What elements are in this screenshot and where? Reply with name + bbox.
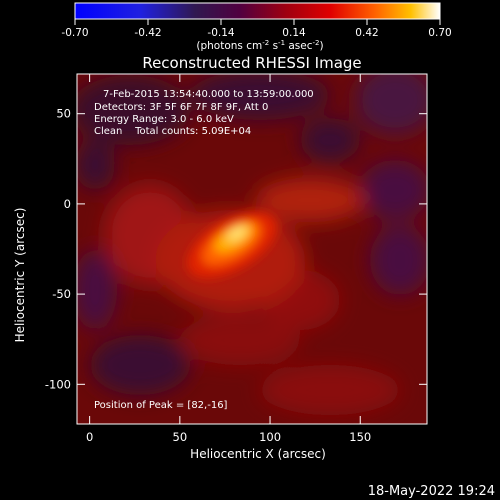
- colorbar-tick-label: 0.14: [282, 27, 306, 39]
- x-tick-label: 50: [173, 430, 188, 444]
- colorbar-tick-label: 0.42: [355, 27, 378, 39]
- info-line-energy: Energy Range: 3.0 - 6.0 keV: [94, 114, 234, 125]
- info-line-time: 7-Feb-2015 13:54:40.000 to 13:59:00.000: [103, 89, 314, 100]
- y-tick-label: -100: [45, 377, 71, 391]
- colorbar-tick-label: -0.42: [134, 27, 161, 39]
- colorbar-ticks: -0.70 -0.42 -0.14 0.14 0.42 0.70: [61, 19, 452, 39]
- timestamp: 18-May-2022 19:24: [368, 484, 495, 499]
- info-line-clean: Clean Total counts: 5.09E+04: [94, 126, 251, 137]
- colorbar-gradient: [74, 2, 441, 20]
- x-axis-label: Heliocentric X (arcsec): [190, 447, 326, 461]
- heatmap-image: [77, 74, 427, 424]
- x-tick-label: 0: [86, 430, 93, 444]
- colorbar-tick-label: 0.70: [428, 27, 451, 39]
- chart-title: Reconstructed RHESSI Image: [142, 54, 361, 72]
- colorbar: -0.70 -0.42 -0.14 0.14 0.42 0.70 (photons cm-…: [61, 2, 452, 52]
- info-block: 7-Feb-2015 13:54:40.000 to 13:59:00.000 …: [94, 89, 314, 137]
- colorbar-tick-label: -0.70: [61, 27, 88, 39]
- y-tick-label: -50: [52, 287, 71, 301]
- colorbar-tick-label: -0.14: [207, 27, 234, 39]
- x-axis-ticks: 0 50 100 150: [86, 74, 371, 444]
- colorbar-unit: (photons cm-2 s-1 asec-2): [196, 39, 323, 52]
- info-line-detectors: Detectors: 3F 5F 6F 7F 8F 9F, Att 0: [94, 102, 268, 113]
- y-tick-label: 50: [56, 107, 71, 121]
- y-axis-ticks: 50 0 -50 -100: [45, 107, 427, 391]
- plot-frame: [76, 73, 428, 425]
- x-tick-label: 150: [349, 430, 371, 444]
- x-tick-label: 100: [259, 430, 281, 444]
- y-axis-label: Heliocentric Y (arcsec): [13, 208, 27, 343]
- peak-position-label: Position of Peak = [82,-16]: [94, 400, 228, 411]
- y-tick-label: 0: [64, 197, 71, 211]
